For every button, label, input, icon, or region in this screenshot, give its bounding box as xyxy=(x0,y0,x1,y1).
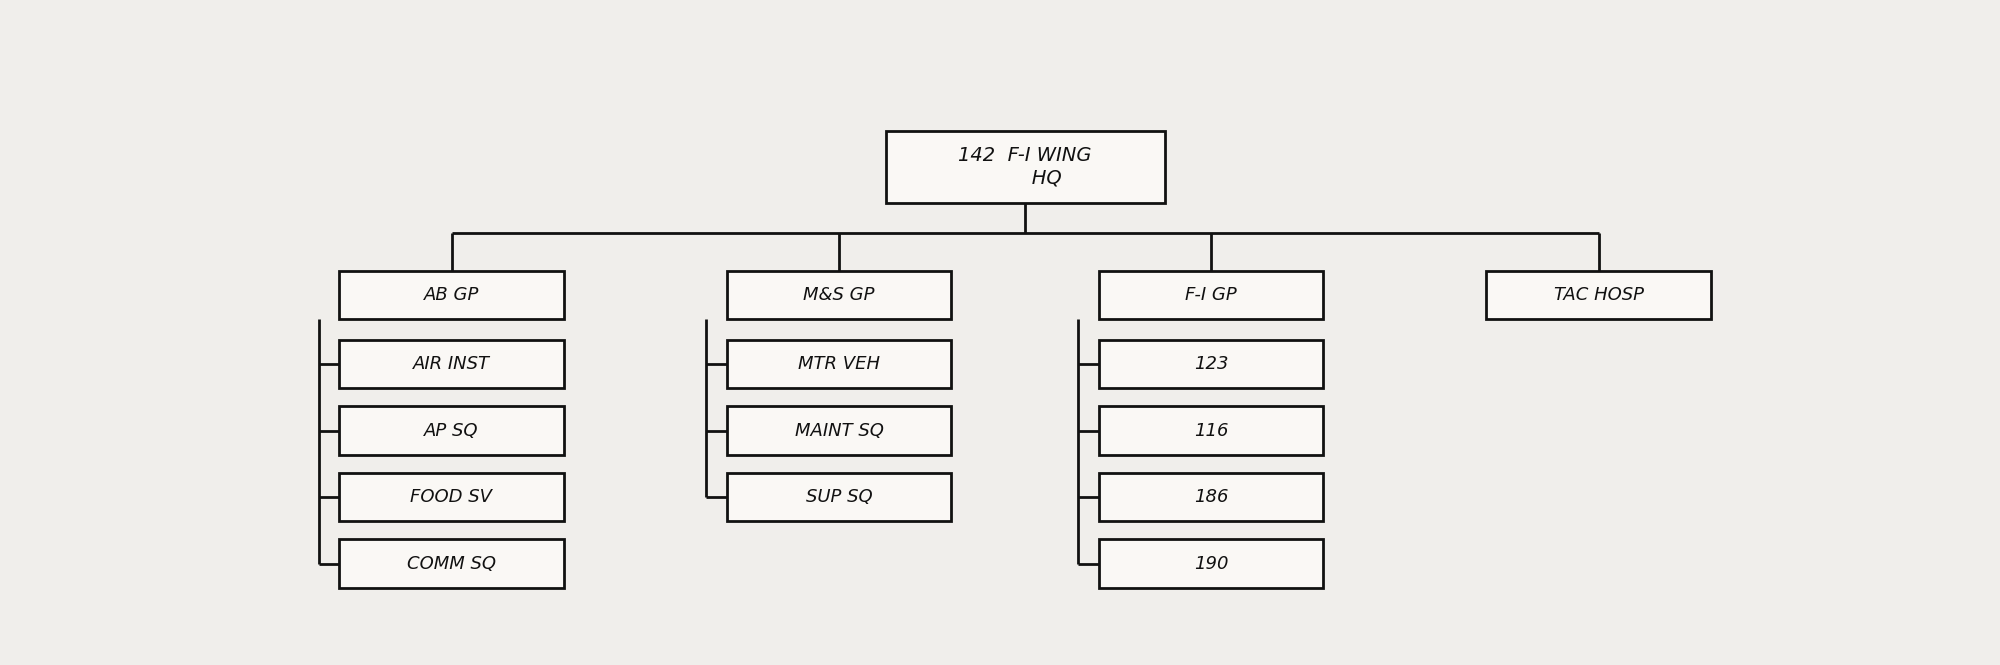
Text: 142  F-I WING
       HQ: 142 F-I WING HQ xyxy=(958,146,1092,188)
Text: 190: 190 xyxy=(1194,555,1228,573)
Text: 186: 186 xyxy=(1194,488,1228,506)
Text: F-I GP: F-I GP xyxy=(1186,286,1236,304)
Text: AB GP: AB GP xyxy=(424,286,480,304)
FancyBboxPatch shape xyxy=(1098,406,1324,455)
FancyBboxPatch shape xyxy=(340,539,564,588)
FancyBboxPatch shape xyxy=(726,271,952,319)
Text: FOOD SV: FOOD SV xyxy=(410,488,492,506)
Text: MAINT SQ: MAINT SQ xyxy=(794,422,884,440)
Text: SUP SQ: SUP SQ xyxy=(806,488,872,506)
Text: M&S GP: M&S GP xyxy=(804,286,874,304)
FancyBboxPatch shape xyxy=(726,473,952,521)
FancyBboxPatch shape xyxy=(726,340,952,388)
Text: COMM SQ: COMM SQ xyxy=(408,555,496,573)
Text: AIR INST: AIR INST xyxy=(414,355,490,373)
FancyBboxPatch shape xyxy=(1098,271,1324,319)
FancyBboxPatch shape xyxy=(1098,340,1324,388)
Text: MTR VEH: MTR VEH xyxy=(798,355,880,373)
FancyBboxPatch shape xyxy=(340,406,564,455)
FancyBboxPatch shape xyxy=(726,406,952,455)
FancyBboxPatch shape xyxy=(1486,271,1710,319)
FancyBboxPatch shape xyxy=(340,340,564,388)
FancyBboxPatch shape xyxy=(886,131,1164,203)
FancyBboxPatch shape xyxy=(1098,539,1324,588)
Text: TAC HOSP: TAC HOSP xyxy=(1554,286,1644,304)
FancyBboxPatch shape xyxy=(340,473,564,521)
FancyBboxPatch shape xyxy=(1098,473,1324,521)
Text: 123: 123 xyxy=(1194,355,1228,373)
FancyBboxPatch shape xyxy=(340,271,564,319)
Text: AP SQ: AP SQ xyxy=(424,422,478,440)
Text: 116: 116 xyxy=(1194,422,1228,440)
